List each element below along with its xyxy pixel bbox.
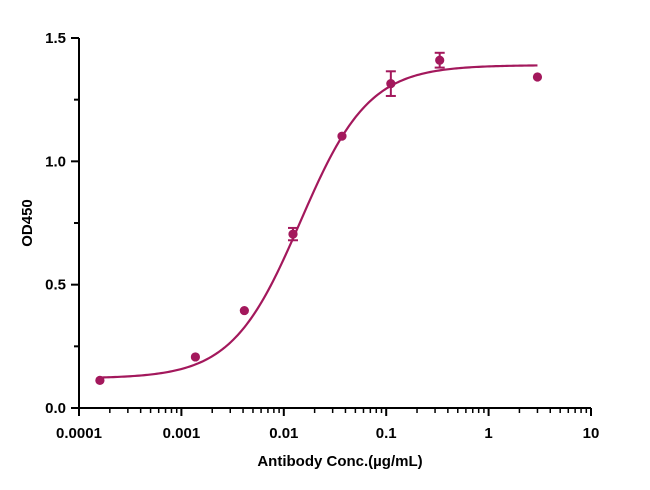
x-tick-label: 0.001	[163, 425, 201, 442]
data-point	[288, 229, 298, 239]
y-tick-label: 1.5	[45, 30, 66, 47]
y-ticks: 0.0 0.5 1.0 1.5	[45, 30, 79, 417]
data-point	[239, 305, 249, 316]
x-axis-title: Antibody Conc.(µg/mL)	[257, 453, 422, 470]
y-tick-label: 1.0	[45, 153, 66, 170]
y-axis-title: OD450	[19, 199, 36, 247]
y-tick-label: 0.0	[45, 400, 66, 417]
plot-layer	[95, 51, 543, 385]
data-point	[386, 79, 396, 89]
data-point	[95, 375, 105, 385]
data-point	[435, 55, 445, 65]
x-tick-label: 0.0001	[56, 425, 102, 442]
axes	[78, 38, 591, 409]
fit-curve	[99, 64, 538, 379]
x-ticks: 0.0001 0.001 0.01 0.1 1 10	[56, 408, 599, 442]
x-tick-label: 1	[484, 425, 492, 442]
data-point	[337, 131, 347, 141]
x-tick-label: 0.1	[376, 425, 397, 442]
y-tick-label: 0.5	[45, 277, 66, 294]
x-tick-label: 10	[583, 425, 600, 442]
data-point	[532, 72, 543, 82]
data-point	[190, 352, 201, 362]
x-tick-label: 0.01	[269, 425, 298, 442]
